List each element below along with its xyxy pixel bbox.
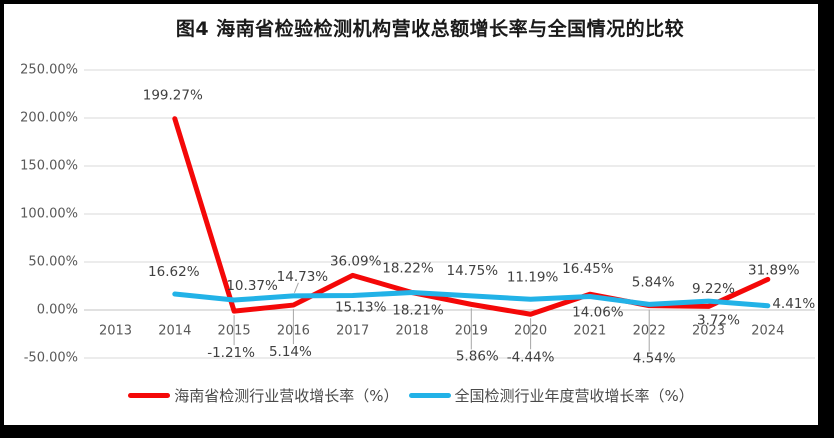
data-label-leader-line [293,282,299,294]
legend-line-swatch [408,393,451,398]
series-line-hainan [172,116,771,317]
x-tick-label: 2018 [395,324,428,339]
legend-label: 海南省检测行业营收增长率（%） [174,387,399,405]
plot-area: 250.00% 200.00% 150.00% 100.00% 50.00% 0.00% -… [20,63,815,367]
legend-item: 全国检测行业年度营收增长率（%） [408,385,694,406]
data-label: 5.86% [456,348,499,364]
data-label: -4.44% [507,349,555,365]
series-line-national [172,290,771,309]
data-label: -1.21% [207,345,255,361]
y-tick-label: 0.00% [37,303,78,318]
data-label: 16.45% [562,261,614,277]
y-tick-label: 200.00% [20,111,78,126]
x-tick-label: 2021 [573,324,606,339]
y-tick-label: 50.00% [28,255,78,270]
x-tick-label: 2024 [751,324,784,339]
data-label: 5.84% [632,274,675,290]
data-label: 199.27% [143,88,203,104]
data-label: 14.73% [277,269,329,285]
data-label: 9.22% [692,281,735,297]
x-tick-label: 2017 [336,324,369,339]
data-label: 15.13% [335,299,387,315]
y-tick-label: 250.00% [20,63,78,78]
data-label: 11.19% [507,269,559,285]
legend-item: 海南省检测行业营收增长率（%） [128,385,399,406]
x-tick-label: 2013 [99,324,132,339]
x-tick-label: 2023 [692,324,725,339]
data-label: 31.89% [748,262,800,278]
data-label: 4.41% [772,296,815,312]
y-tick-label: 150.00% [20,159,78,174]
data-label: 16.62% [148,264,200,280]
data-label: 10.37% [226,278,278,294]
data-label: 14.06% [572,305,624,321]
data-label: 36.09% [330,253,382,269]
legend-line-swatch [128,393,171,398]
data-label: 14.75% [447,263,499,279]
data-label: 4.54% [633,351,676,367]
data-label: 18.22% [382,261,434,277]
y-tick-label: -50.00% [24,351,78,366]
legend-label: 全国检测行业年度营收增长率（%） [454,387,694,405]
x-tick-label: 2014 [158,324,191,339]
data-label: 18.21% [392,303,444,319]
chart-canvas: 图4 海南省检验检测机构营收总额增长率与全国情况的比较 250.00% 200.0… [4,4,818,425]
chart-legend: 海南省检测行业营收增长率（%） 全国检测行业年度营收增长率（%） [4,385,818,406]
data-label: 3.72% [697,312,740,328]
y-tick-label: 100.00% [20,207,78,222]
data-label: 5.14% [269,344,312,360]
chart-title: 图4 海南省检验检测机构营收总额增长率与全国情况的比较 [175,18,685,40]
